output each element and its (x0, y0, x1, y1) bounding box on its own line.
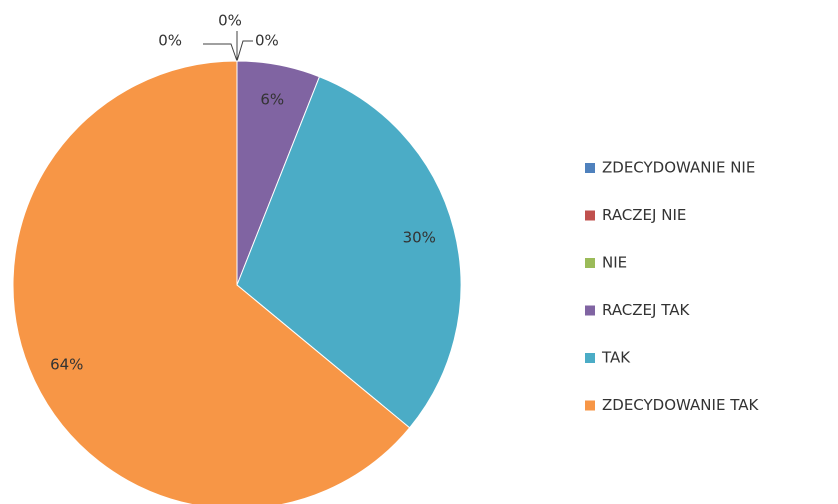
legend-swatch (585, 163, 595, 173)
legend-swatch (585, 210, 595, 221)
leader-line (236, 40, 253, 62)
legend-label: NIE (602, 254, 627, 272)
data-label: 64% (50, 356, 83, 374)
data-label: 6% (260, 91, 284, 109)
leader-line (203, 43, 238, 62)
pie-slice (12, 60, 411, 504)
data-label: 30% (403, 229, 436, 247)
data-label: 0% (218, 12, 242, 30)
data-label: 0% (158, 32, 182, 50)
legend-label: RACZEJ NIE (602, 206, 686, 224)
legend-label: ZDECYDOWANIE NIE (602, 159, 755, 177)
legend-swatch (585, 305, 595, 316)
data-label: 0% (255, 32, 279, 50)
legend-label: TAK (601, 349, 631, 367)
pie-slice (236, 76, 462, 429)
legend-swatch (585, 400, 595, 411)
legend-label: RACZEJ TAK (602, 301, 690, 319)
legend-label: ZDECYDOWANIE TAK (602, 396, 759, 414)
legend-swatch (585, 353, 595, 363)
legend-swatch (585, 258, 595, 268)
